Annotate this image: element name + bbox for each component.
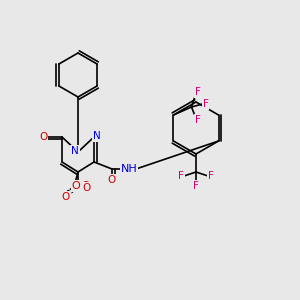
- Text: O: O: [108, 175, 116, 185]
- Text: O: O: [78, 183, 86, 193]
- Text: O: O: [55, 192, 63, 202]
- Text: O: O: [62, 192, 70, 202]
- Text: O: O: [82, 183, 90, 193]
- Text: O: O: [81, 181, 89, 191]
- Text: NH: NH: [121, 164, 137, 174]
- Text: F: F: [194, 115, 200, 125]
- Text: F: F: [202, 99, 208, 109]
- Text: F: F: [194, 87, 200, 97]
- Text: N: N: [71, 146, 79, 156]
- Text: F: F: [208, 171, 214, 181]
- Text: O: O: [63, 189, 71, 199]
- Text: O: O: [39, 132, 47, 142]
- Text: N: N: [93, 131, 101, 141]
- Text: O: O: [72, 181, 80, 191]
- Text: F: F: [178, 171, 184, 181]
- Text: F: F: [193, 181, 199, 191]
